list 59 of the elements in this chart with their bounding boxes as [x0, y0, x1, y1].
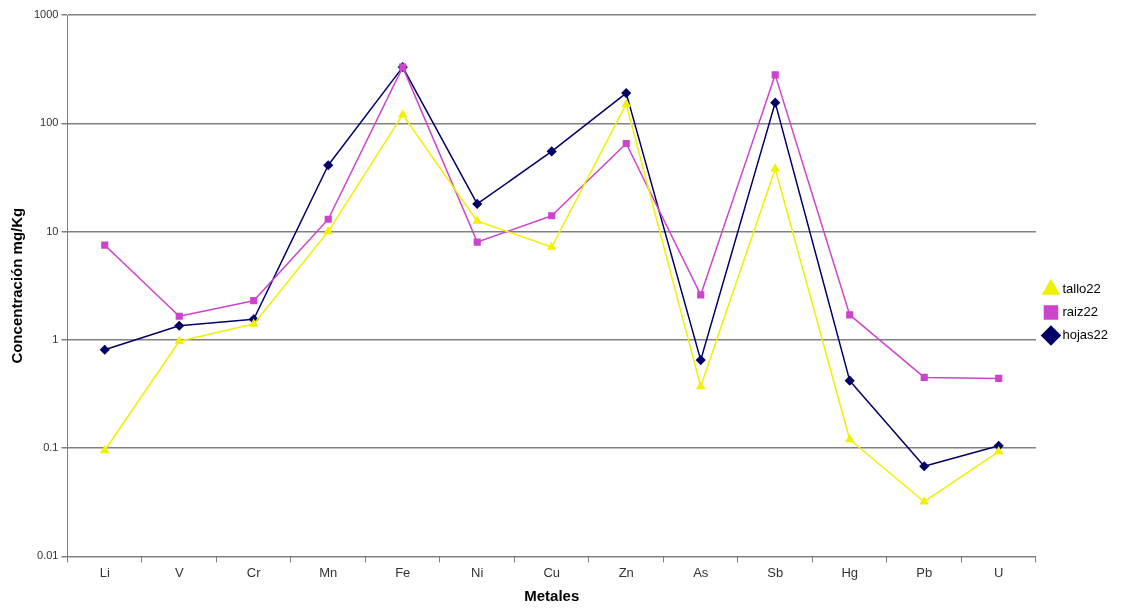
point: [696, 381, 705, 390]
point: [846, 311, 854, 319]
point: [323, 160, 333, 170]
x-tick-label: Pb: [916, 564, 933, 580]
point: [920, 496, 929, 505]
point: [622, 99, 631, 107]
point: [845, 434, 854, 443]
point: [473, 216, 482, 224]
point: [250, 297, 258, 305]
x-tick-label: U: [994, 564, 1004, 580]
legend-label: hojas22: [1062, 327, 1109, 343]
x-tick-label: Hg: [841, 564, 859, 580]
y-axis-title: Concentración mg/Kg: [8, 207, 26, 364]
point: [994, 446, 1003, 455]
point: [771, 71, 779, 79]
point: [324, 226, 333, 235]
x-tick-label: V: [174, 564, 184, 580]
y-tick-label: 10: [46, 224, 59, 237]
point: [547, 242, 556, 250]
y-tick-label: 100: [40, 116, 59, 129]
x-tick-label: As: [693, 564, 709, 580]
point: [771, 164, 780, 172]
y-tick-label: 0.1: [43, 441, 59, 454]
x-axis-title: Metales: [524, 587, 580, 605]
point: [919, 461, 929, 472]
point: [546, 146, 557, 157]
y-tick-label: 1: [52, 332, 59, 345]
y-tick-label: 1000: [33, 8, 59, 21]
point: [99, 345, 110, 355]
x-tick-label: Cr: [246, 564, 262, 580]
point: [695, 355, 706, 365]
point: [621, 88, 631, 98]
x-tick-label: Mn: [319, 564, 338, 580]
x-tick-label: Ni: [471, 564, 484, 580]
point: [995, 374, 1003, 383]
point: [622, 139, 630, 148]
point: [548, 212, 556, 220]
x-tick-label: Fe: [395, 564, 411, 580]
point: [398, 109, 407, 118]
point: [473, 238, 481, 246]
point: [101, 241, 109, 249]
point: [697, 291, 705, 299]
legend-label: tallo22: [1062, 281, 1101, 297]
point: [175, 336, 184, 345]
point: [472, 199, 482, 209]
x-tick-label: Cu: [543, 564, 561, 580]
point: [770, 97, 780, 108]
point: [175, 312, 183, 320]
point: [174, 320, 184, 331]
point: [844, 375, 855, 386]
point: [249, 319, 258, 327]
x-tick-label: Sb: [767, 564, 784, 580]
y-tick-label: 0.01: [37, 549, 59, 562]
legend-label: raiz22: [1062, 304, 1098, 320]
point: [920, 373, 928, 381]
x-tick-label: Zn: [618, 564, 634, 580]
point: [324, 215, 332, 223]
point: [100, 445, 109, 454]
x-tick-label: Li: [99, 564, 110, 580]
